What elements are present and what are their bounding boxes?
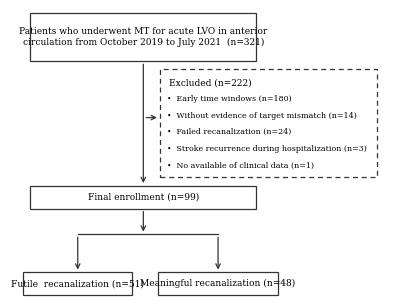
Text: •  Without evidence of target mismatch (n=14): • Without evidence of target mismatch (n… — [167, 112, 357, 120]
Text: •  Failed recanalization (n=24): • Failed recanalization (n=24) — [167, 128, 292, 136]
Bar — [160, 69, 376, 177]
Bar — [158, 272, 278, 295]
Bar — [30, 13, 256, 61]
Bar — [30, 186, 256, 209]
Text: Meaningful recanalization (n=48): Meaningful recanalization (n=48) — [140, 279, 296, 288]
Text: Futile  recanalization (n=51): Futile recanalization (n=51) — [11, 279, 144, 288]
Text: •  No available of clinical data (n=1): • No available of clinical data (n=1) — [167, 162, 314, 170]
Text: •  Stroke recurrence during hospitalization (n=3): • Stroke recurrence during hospitalizati… — [167, 145, 367, 153]
Bar — [23, 272, 132, 295]
Text: Patients who underwent MT for acute LVO in anterior
circulation from October 201: Patients who underwent MT for acute LVO … — [19, 27, 268, 47]
Text: Excluded (n=222): Excluded (n=222) — [169, 78, 252, 87]
Text: Final enrollment (n=99): Final enrollment (n=99) — [88, 193, 199, 202]
Text: •  Early time windows (n=180): • Early time windows (n=180) — [167, 95, 292, 103]
